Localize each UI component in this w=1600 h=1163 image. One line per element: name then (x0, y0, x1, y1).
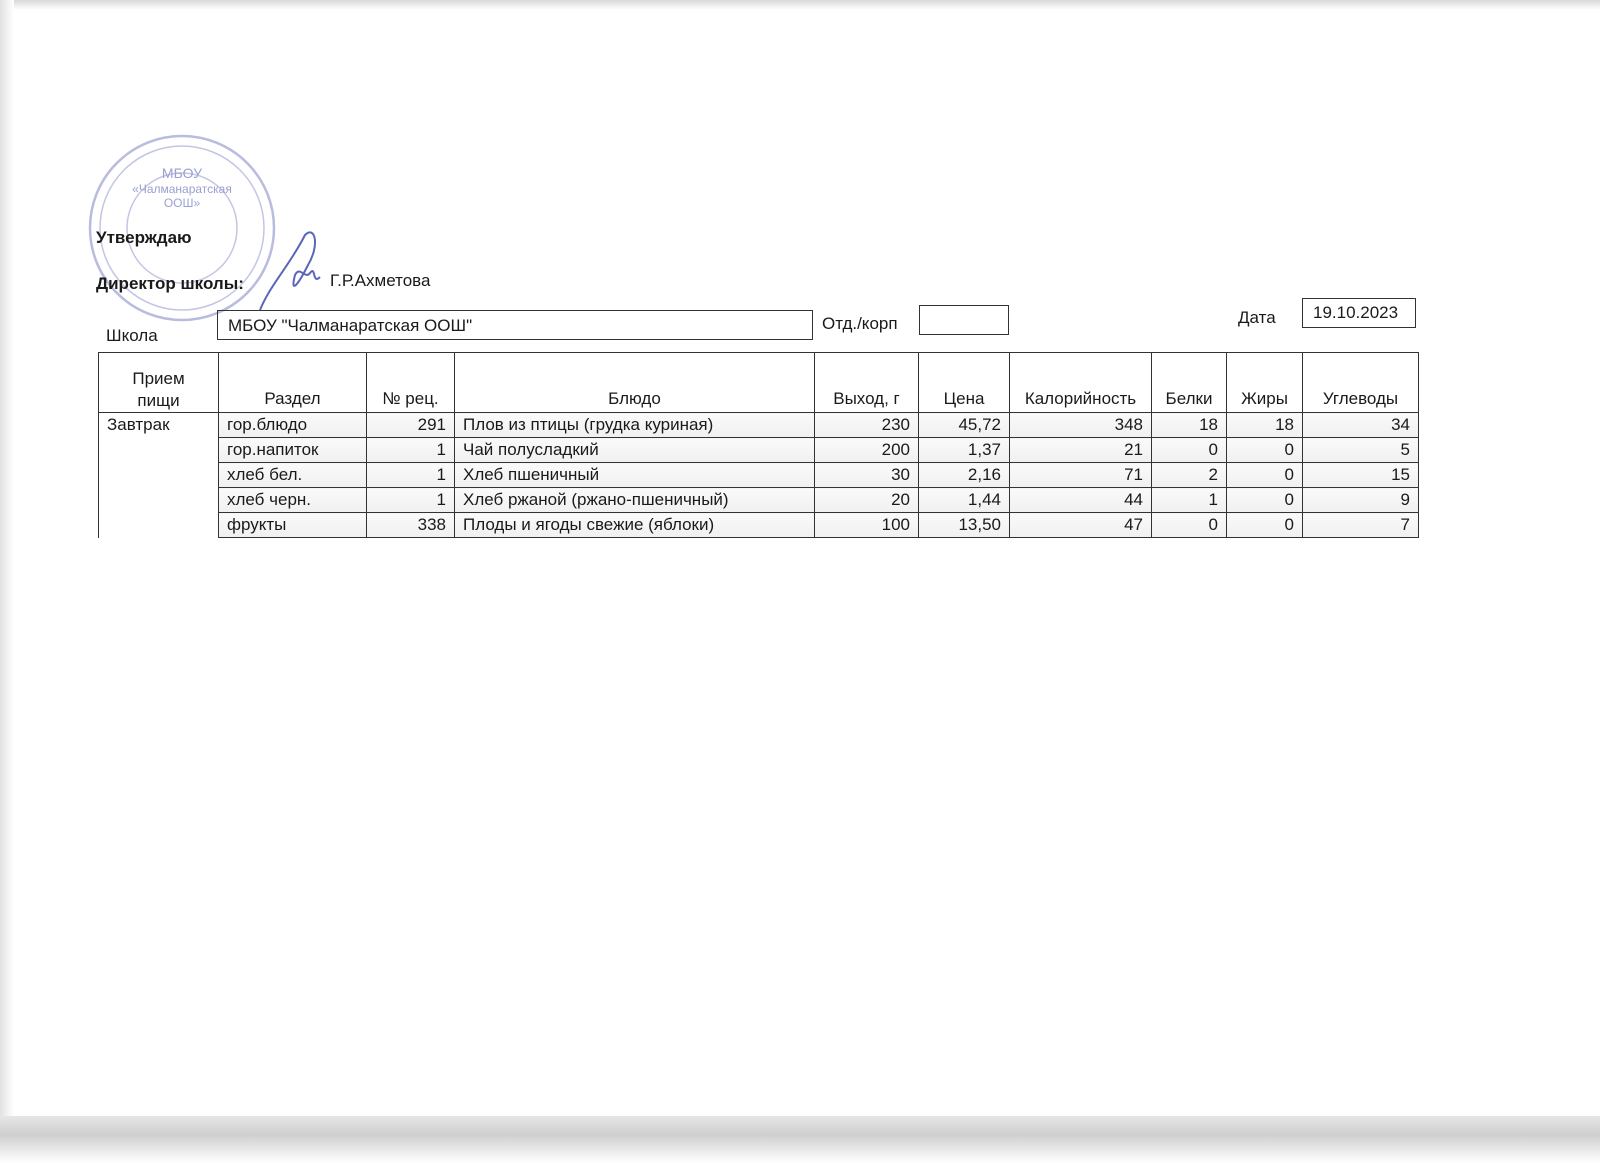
stamp-text-line: «Чалманаратская (132, 182, 232, 196)
recipe-number-cell: 1 (366, 462, 455, 488)
protein-cell: 18 (1151, 412, 1227, 438)
price-cell: 1,44 (918, 487, 1010, 513)
calories-cell: 348 (1009, 412, 1152, 438)
col-price: Цена (918, 352, 1010, 413)
dept-field[interactable] (919, 305, 1009, 335)
col-carbs: Углеводы (1302, 352, 1419, 413)
calories-cell: 71 (1009, 462, 1152, 488)
recipe-number-cell: 338 (366, 512, 455, 538)
yield-cell: 20 (814, 487, 919, 513)
dept-label: Отд./корп (822, 314, 898, 333)
table-header-row: Прием пищи Раздел № рец. Блюдо Выход, г … (98, 352, 1419, 413)
school-stamp: МБОУ «Чалманаратская ООШ» (88, 134, 276, 322)
table-row: хлеб черн. 1 Хлеб ржаной (ржано-пшеничный)… (99, 487, 1419, 513)
table-row: хлеб бел. 1 Хлеб пшеничный 30 2,16 71 2 0 15 (99, 462, 1419, 488)
recipe-number-cell: 291 (366, 412, 455, 438)
protein-cell: 1 (1151, 487, 1227, 513)
protein-cell: 2 (1151, 462, 1227, 488)
director-signature (259, 231, 321, 311)
col-protein: Белки (1151, 352, 1227, 413)
calories-cell: 44 (1009, 487, 1152, 513)
fat-cell: 18 (1226, 412, 1303, 438)
calories-cell: 21 (1009, 437, 1152, 463)
col-meal: Прием пищи (98, 352, 219, 413)
carbs-cell: 34 (1302, 412, 1419, 438)
price-cell: 1,37 (918, 437, 1010, 463)
section-cell: хлеб черн. (218, 487, 367, 513)
carbs-cell: 15 (1302, 462, 1419, 488)
dish-cell: Хлеб ржаной (ржано-пшеничный) (454, 487, 815, 513)
dish-cell: Чай полусладкий (454, 437, 815, 463)
yield-cell: 230 (814, 412, 919, 438)
yield-cell: 100 (814, 512, 919, 538)
carbs-cell: 7 (1302, 512, 1419, 538)
carbs-cell: 5 (1302, 437, 1419, 463)
price-cell: 45,72 (918, 412, 1010, 438)
yield-cell: 30 (814, 462, 919, 488)
col-fat: Жиры (1226, 352, 1303, 413)
table-row: гор.напиток 1 Чай полусладкий 200 1,37 21 0 0 5 (99, 437, 1419, 463)
fat-cell: 0 (1226, 437, 1303, 463)
calories-cell: 47 (1009, 512, 1152, 538)
scan-edge-left (0, 0, 14, 1163)
fat-cell: 0 (1226, 487, 1303, 513)
recipe-number-cell: 1 (366, 437, 455, 463)
dish-cell: Плоды и ягоды свежие (яблоки) (454, 512, 815, 538)
section-cell: фрукты (218, 512, 367, 538)
col-calories: Калорийность (1009, 352, 1152, 413)
scan-edge-bottom (0, 1116, 1600, 1163)
dish-cell: Плов из птицы (грудка куриная) (454, 412, 815, 438)
fat-cell: 0 (1226, 512, 1303, 538)
school-label: Школа (106, 326, 158, 345)
section-cell: гор.блюдо (218, 412, 367, 438)
dish-cell: Хлеб пшеничный (454, 462, 815, 488)
section-cell: гор.напиток (218, 437, 367, 463)
protein-cell: 0 (1151, 512, 1227, 538)
recipe-number-cell: 1 (366, 487, 455, 513)
table-row: Завтрак гор.блюдо 291 Плов из птицы (грудка… (98, 412, 1419, 538)
school-field[interactable]: МБОУ "Чалманаратская ООШ" (217, 310, 813, 340)
stamp-text-line: ООШ» (164, 196, 201, 210)
protein-cell: 0 (1151, 437, 1227, 463)
col-dish: Блюдо (454, 352, 815, 413)
yield-cell: 200 (814, 437, 919, 463)
approve-label: Утверждаю (96, 228, 192, 247)
fat-cell: 0 (1226, 462, 1303, 488)
director-name: Г.Р.Ахметова (330, 271, 431, 290)
menu-table: Прием пищи Раздел № рец. Блюдо Выход, г … (98, 352, 1419, 538)
meal-cell: Завтрак (98, 412, 219, 538)
scan-edge-top (0, 0, 1600, 10)
col-section: Раздел (218, 352, 367, 413)
date-label: Дата (1238, 308, 1276, 327)
stamp-text-line: МБОУ (162, 165, 202, 181)
table-row: фрукты 338 Плоды и ягоды свежие (яблоки) 10… (99, 512, 1419, 538)
date-field[interactable]: 19.10.2023 (1302, 298, 1416, 328)
carbs-cell: 9 (1302, 487, 1419, 513)
col-recipe: № рец. (366, 352, 455, 413)
col-yield: Выход, г (814, 352, 919, 413)
section-cell: хлеб бел. (218, 462, 367, 488)
director-label: Директор школы: (96, 274, 244, 293)
price-cell: 13,50 (918, 512, 1010, 538)
price-cell: 2,16 (918, 462, 1010, 488)
